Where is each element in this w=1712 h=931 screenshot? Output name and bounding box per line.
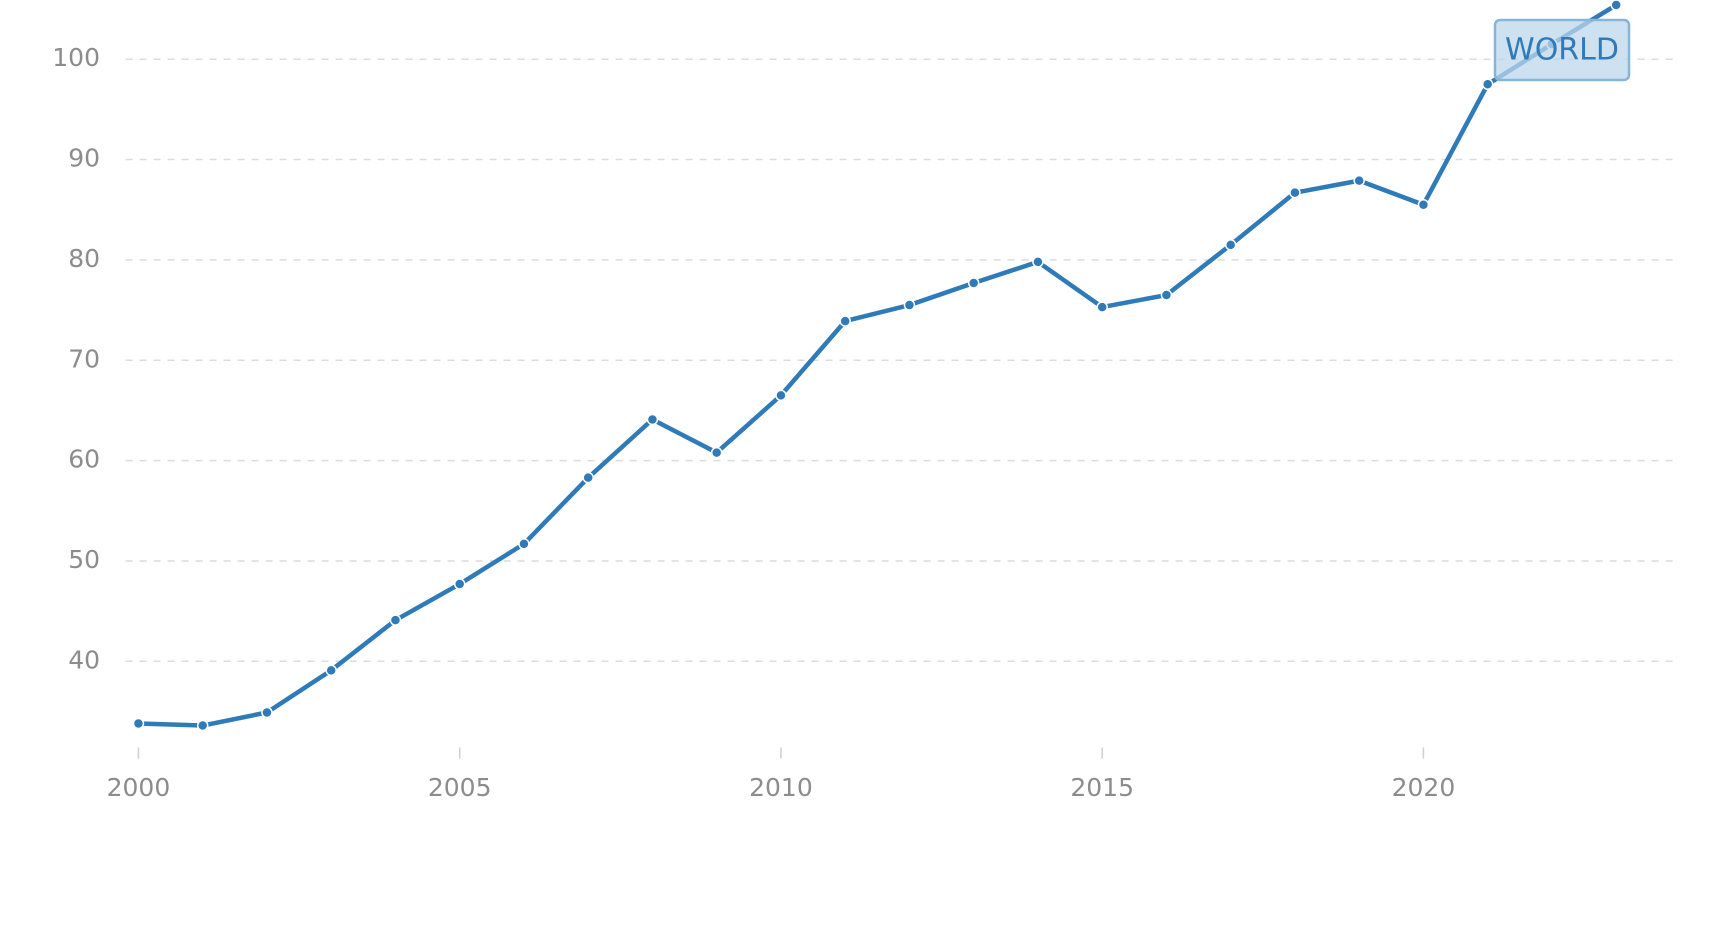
- data-point: [453, 578, 466, 590]
- data-point: [1032, 256, 1044, 268]
- data-point: [1160, 289, 1173, 301]
- data-point: [1224, 239, 1237, 251]
- x-tick-label: 2015: [1070, 773, 1134, 802]
- data-point: [775, 389, 787, 402]
- series-label-box: [1493, 18, 1631, 82]
- data-point: [710, 446, 723, 459]
- data-point: [839, 315, 851, 327]
- data-point: [325, 664, 337, 677]
- x-tick-label: 2010: [749, 773, 813, 802]
- y-tick-label: 70: [68, 344, 100, 373]
- data-point: [582, 471, 594, 484]
- x-tick-label: 2000: [107, 773, 171, 802]
- data-point: [518, 538, 530, 550]
- data-point: [1610, 0, 1622, 11]
- data-point: [389, 614, 402, 626]
- x-tick-label: 2005: [428, 773, 492, 802]
- data-point: [1481, 78, 1494, 91]
- series-label-text: WORLD: [1505, 33, 1619, 68]
- y-tick-label: 90: [68, 144, 100, 173]
- x-tick-label: 2020: [1392, 773, 1456, 802]
- data-point: [132, 717, 145, 730]
- series-line: [138, 3, 1618, 728]
- y-tick-label: 80: [68, 244, 100, 273]
- y-tick-label: 50: [68, 545, 100, 574]
- data-point: [1096, 301, 1108, 313]
- data-point: [196, 719, 209, 732]
- series-label: WORLD: [1493, 18, 1631, 82]
- y-tick-label: 60: [68, 445, 100, 474]
- data-point: [1417, 198, 1430, 211]
- data-point: [1289, 186, 1301, 199]
- data-point: [903, 299, 916, 311]
- data-point: [646, 413, 659, 426]
- y-tick-label: 40: [68, 645, 100, 674]
- data-point: [1353, 174, 1365, 187]
- y-tick-label: 100: [52, 43, 100, 72]
- data-point: [261, 706, 273, 719]
- data-point: [967, 277, 980, 289]
